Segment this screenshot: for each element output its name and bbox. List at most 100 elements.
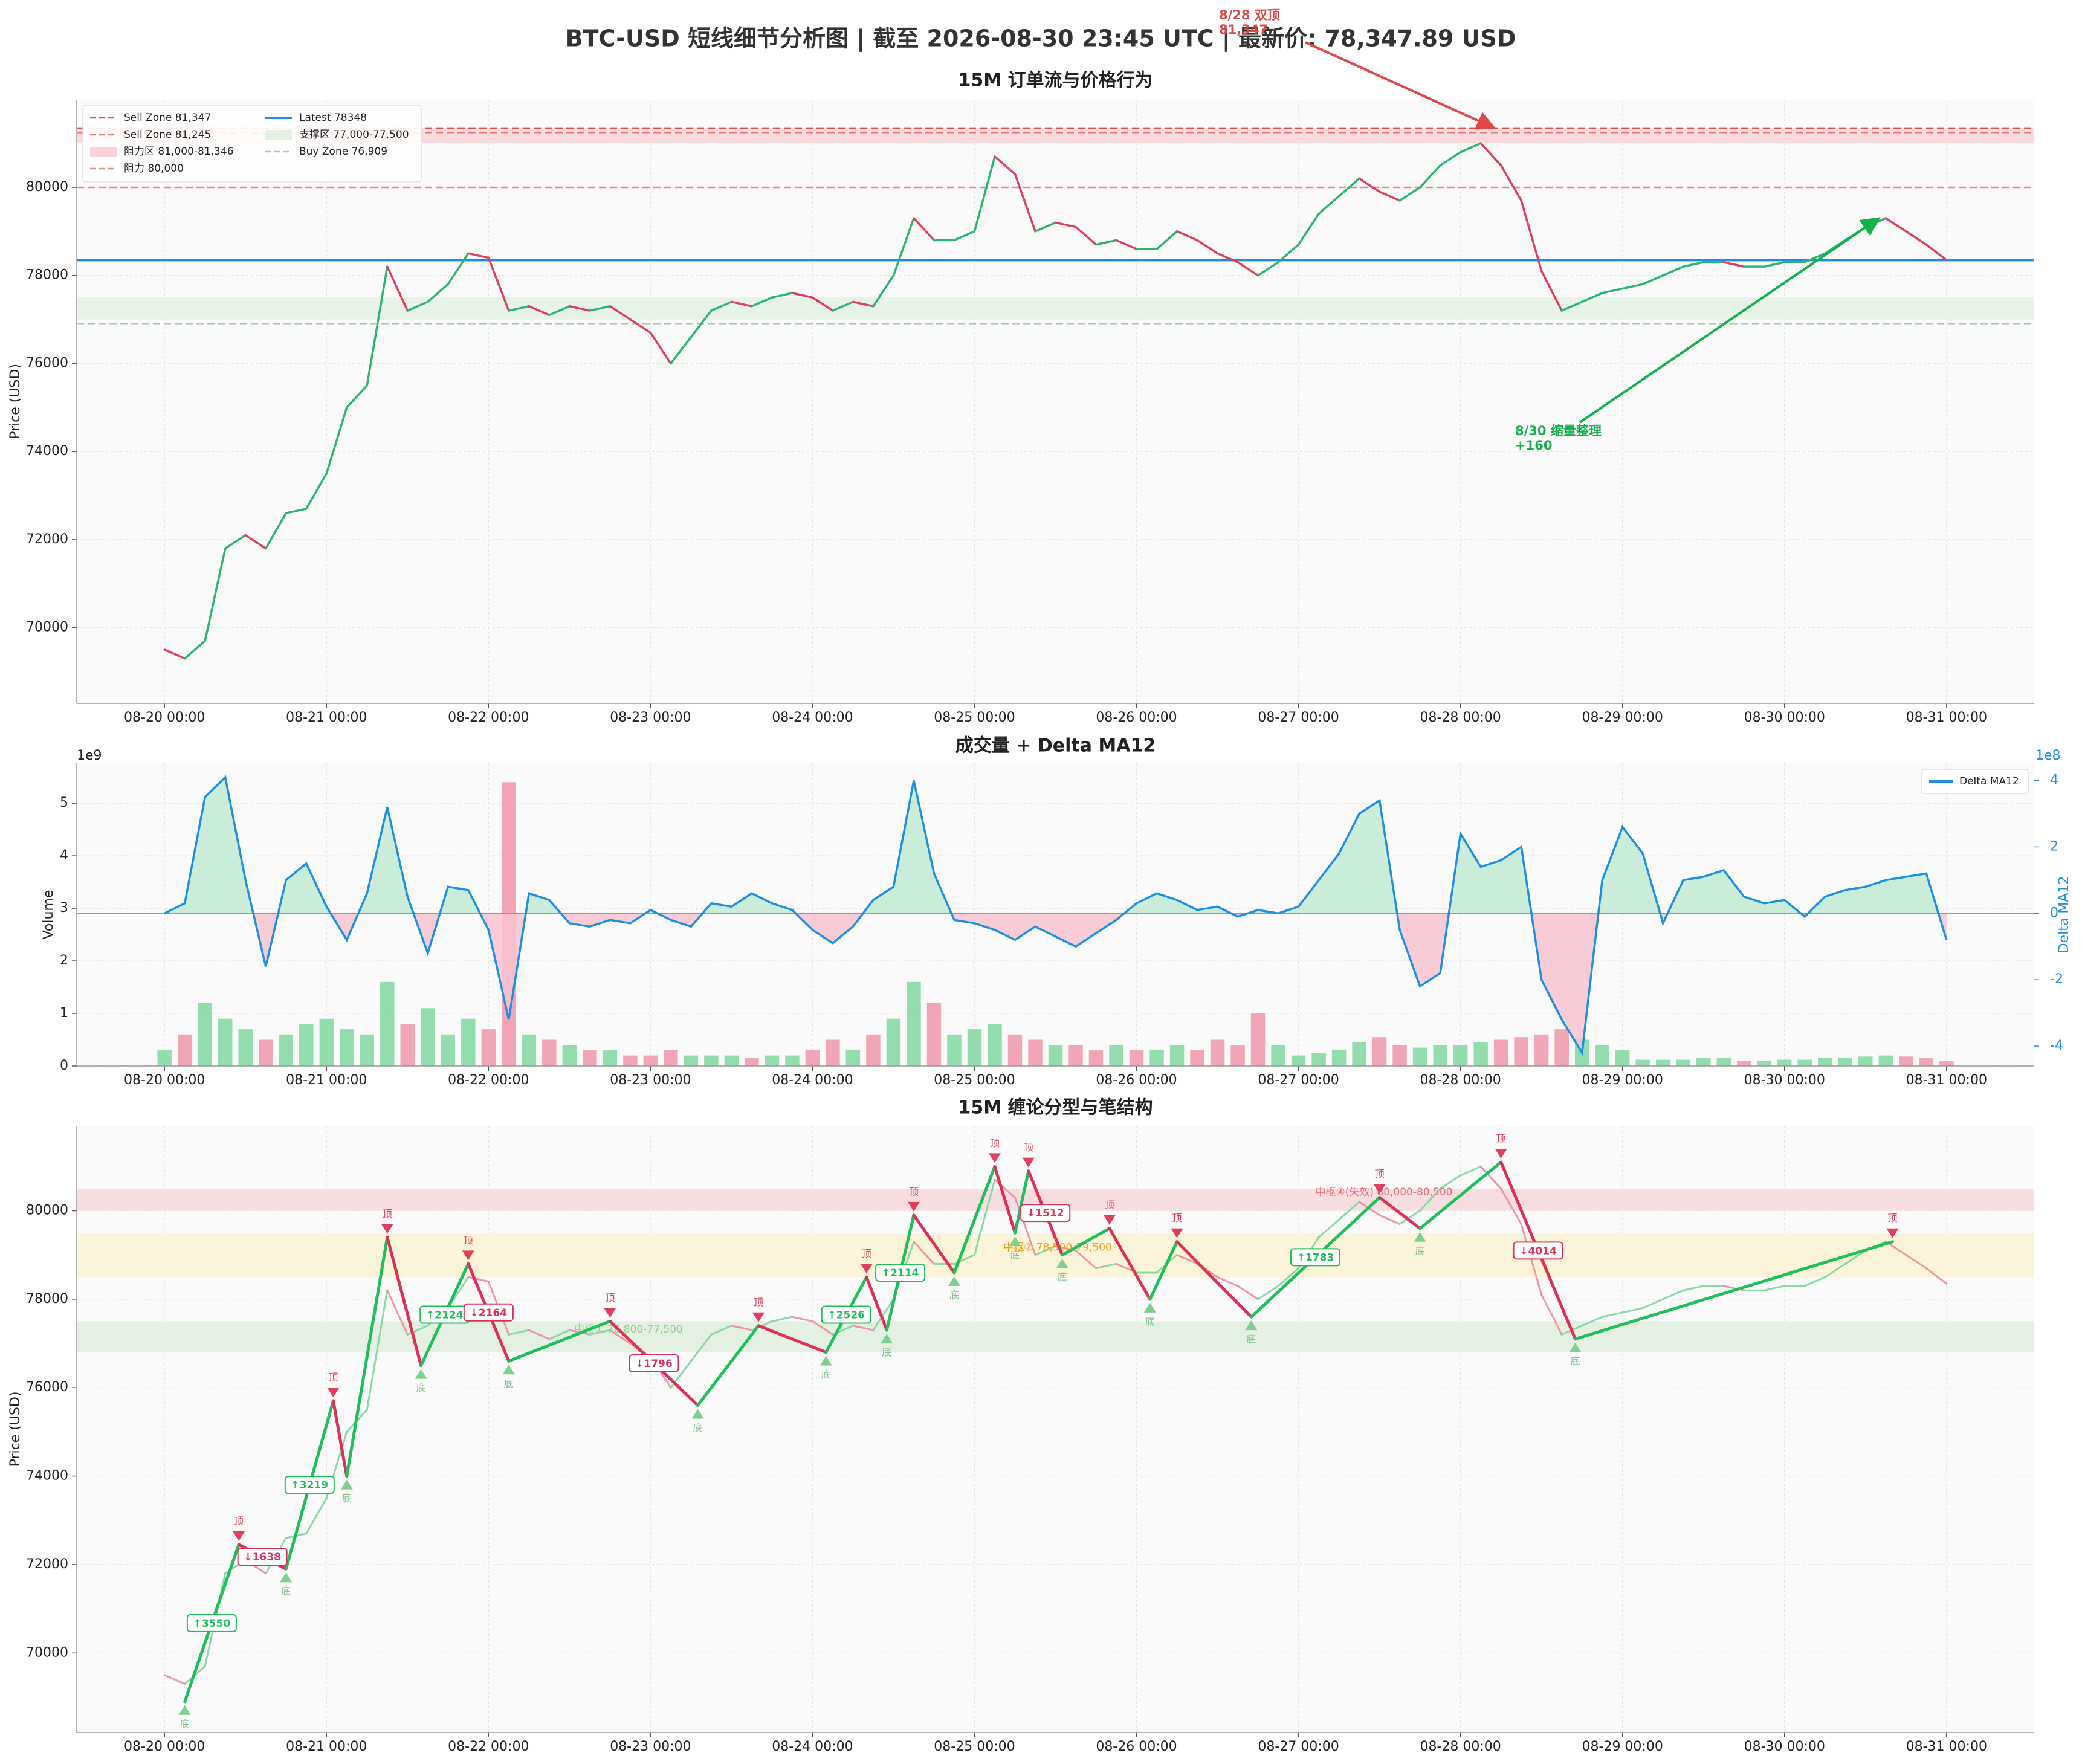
price-segment bbox=[1925, 1267, 1948, 1285]
x-tick-label: 08-20 00:00 bbox=[124, 710, 205, 725]
volume-bar bbox=[724, 1055, 739, 1066]
price-segment bbox=[1499, 164, 1522, 202]
bi-stroke bbox=[1378, 1196, 1422, 1230]
bi-stroke bbox=[386, 1235, 423, 1368]
price-segment bbox=[1722, 261, 1745, 268]
fractal-label: 底 bbox=[416, 1382, 426, 1394]
price-segment bbox=[163, 648, 186, 660]
price-segment bbox=[508, 1329, 530, 1336]
price-segment bbox=[1763, 1285, 1786, 1291]
x-tick-label: 08-24 00:00 bbox=[772, 1739, 853, 1754]
y-tick-label: 80000 bbox=[26, 1203, 68, 1218]
legend-label: Sell Zone 81,347 bbox=[124, 112, 211, 124]
volume-bar bbox=[1899, 1056, 1913, 1066]
price-segment bbox=[1034, 1245, 1056, 1256]
price-segment bbox=[670, 336, 693, 365]
stroke-label: ↑2526 bbox=[827, 1309, 865, 1321]
legend-label: 阻力区 81,000-81,346 bbox=[124, 146, 234, 158]
legend-label: 支撑区 77,000-77,500 bbox=[299, 129, 409, 141]
stroke-label: ↑1783 bbox=[1297, 1252, 1334, 1264]
fractal-label: 底 bbox=[882, 1347, 891, 1359]
price-segment bbox=[629, 318, 652, 334]
price-segment bbox=[1459, 142, 1482, 153]
y2-tick-label: 0 bbox=[2050, 905, 2058, 920]
x-tick-label: 08-26 00:00 bbox=[1096, 1073, 1177, 1088]
price-segment bbox=[366, 265, 389, 387]
x-tick-label: 08-22 00:00 bbox=[448, 710, 529, 725]
price-segment bbox=[346, 384, 369, 409]
bi-stroke bbox=[1148, 1240, 1179, 1301]
volume-bar bbox=[1210, 1039, 1225, 1066]
price-segment bbox=[1580, 292, 1603, 303]
panel-title: 15M 缠论分型与笔结构 bbox=[958, 1097, 1153, 1119]
top-fractal bbox=[381, 1224, 393, 1234]
volume-bar bbox=[765, 1055, 780, 1066]
y-tick-label: 76000 bbox=[26, 355, 68, 370]
x-tick-label: 08-25 00:00 bbox=[934, 710, 1015, 725]
price-segment bbox=[589, 1329, 611, 1336]
stroke-label-box bbox=[1513, 1241, 1563, 1260]
volume-bar bbox=[1453, 1045, 1468, 1066]
volume-bar bbox=[583, 1050, 597, 1066]
x-tick-label: 08-29 00:00 bbox=[1582, 1739, 1663, 1754]
y-tick-label: 1 bbox=[60, 1006, 68, 1021]
price-segment bbox=[1662, 1289, 1684, 1300]
bi-stroke bbox=[757, 1324, 828, 1354]
price-segment bbox=[1095, 1262, 1117, 1270]
price-segment bbox=[1014, 1197, 1036, 1256]
fractal-label: 顶 bbox=[328, 1372, 338, 1383]
bottom-fractal bbox=[415, 1369, 427, 1379]
y2-tick-label: -4 bbox=[2050, 1038, 2063, 1053]
delta-area-negative bbox=[253, 913, 1947, 1053]
price-segment bbox=[1641, 274, 1664, 286]
price-segment bbox=[1338, 1201, 1360, 1221]
x-tick-label: 08-31 00:00 bbox=[1906, 1739, 1987, 1754]
volume-bar bbox=[1372, 1037, 1387, 1066]
legend-swatch bbox=[265, 130, 292, 140]
volume-bar bbox=[380, 981, 395, 1066]
legend-label: Buy Zone 76,909 bbox=[299, 146, 387, 158]
price-segment bbox=[1520, 199, 1543, 273]
x-tick-label: 08-26 00:00 bbox=[1096, 710, 1177, 725]
price-segment bbox=[1418, 164, 1441, 189]
volume-bar bbox=[1716, 1058, 1731, 1066]
y-tick-label: 3 bbox=[60, 900, 68, 916]
fractal-label: 顶 bbox=[383, 1208, 392, 1220]
volume-bar bbox=[1230, 1045, 1245, 1066]
fractal-label: 底 bbox=[1415, 1245, 1425, 1256]
price-segment bbox=[1277, 243, 1300, 263]
stroke-label: ↓1796 bbox=[635, 1358, 673, 1370]
volume-bar bbox=[1858, 1056, 1873, 1066]
price-segment bbox=[548, 305, 571, 317]
top-fractal bbox=[1886, 1228, 1899, 1238]
price-segment bbox=[771, 1316, 794, 1322]
volume-bar bbox=[745, 1058, 759, 1066]
plot-background bbox=[77, 1126, 2034, 1733]
price-segment bbox=[771, 292, 794, 299]
volume-bar bbox=[1433, 1045, 1447, 1066]
fractal-label: 底 bbox=[1058, 1271, 1067, 1283]
x-tick-label: 08-28 00:00 bbox=[1420, 1739, 1501, 1754]
price-segment bbox=[487, 256, 510, 312]
x-tick-label: 08-24 00:00 bbox=[772, 1073, 853, 1088]
price-segment bbox=[305, 1497, 328, 1535]
legend-label: Latest 78348 bbox=[299, 112, 367, 124]
price-segment bbox=[1317, 1218, 1340, 1238]
price-segment bbox=[1297, 212, 1320, 246]
stroke-label-box bbox=[629, 1354, 679, 1372]
volume-bar bbox=[947, 1034, 962, 1066]
y-tick-label: 78000 bbox=[26, 268, 68, 283]
volume-bar bbox=[845, 1050, 861, 1066]
price-segment bbox=[1398, 186, 1421, 202]
volume-bar bbox=[238, 1029, 253, 1066]
volume-bar bbox=[522, 1034, 537, 1066]
price-segment bbox=[973, 1178, 996, 1256]
price-segment bbox=[872, 1298, 894, 1331]
price-segment bbox=[1216, 252, 1239, 263]
price-segment bbox=[973, 155, 996, 233]
volume-bar bbox=[967, 1029, 982, 1066]
price-segment bbox=[1540, 270, 1563, 312]
legend-swatch bbox=[90, 147, 117, 157]
